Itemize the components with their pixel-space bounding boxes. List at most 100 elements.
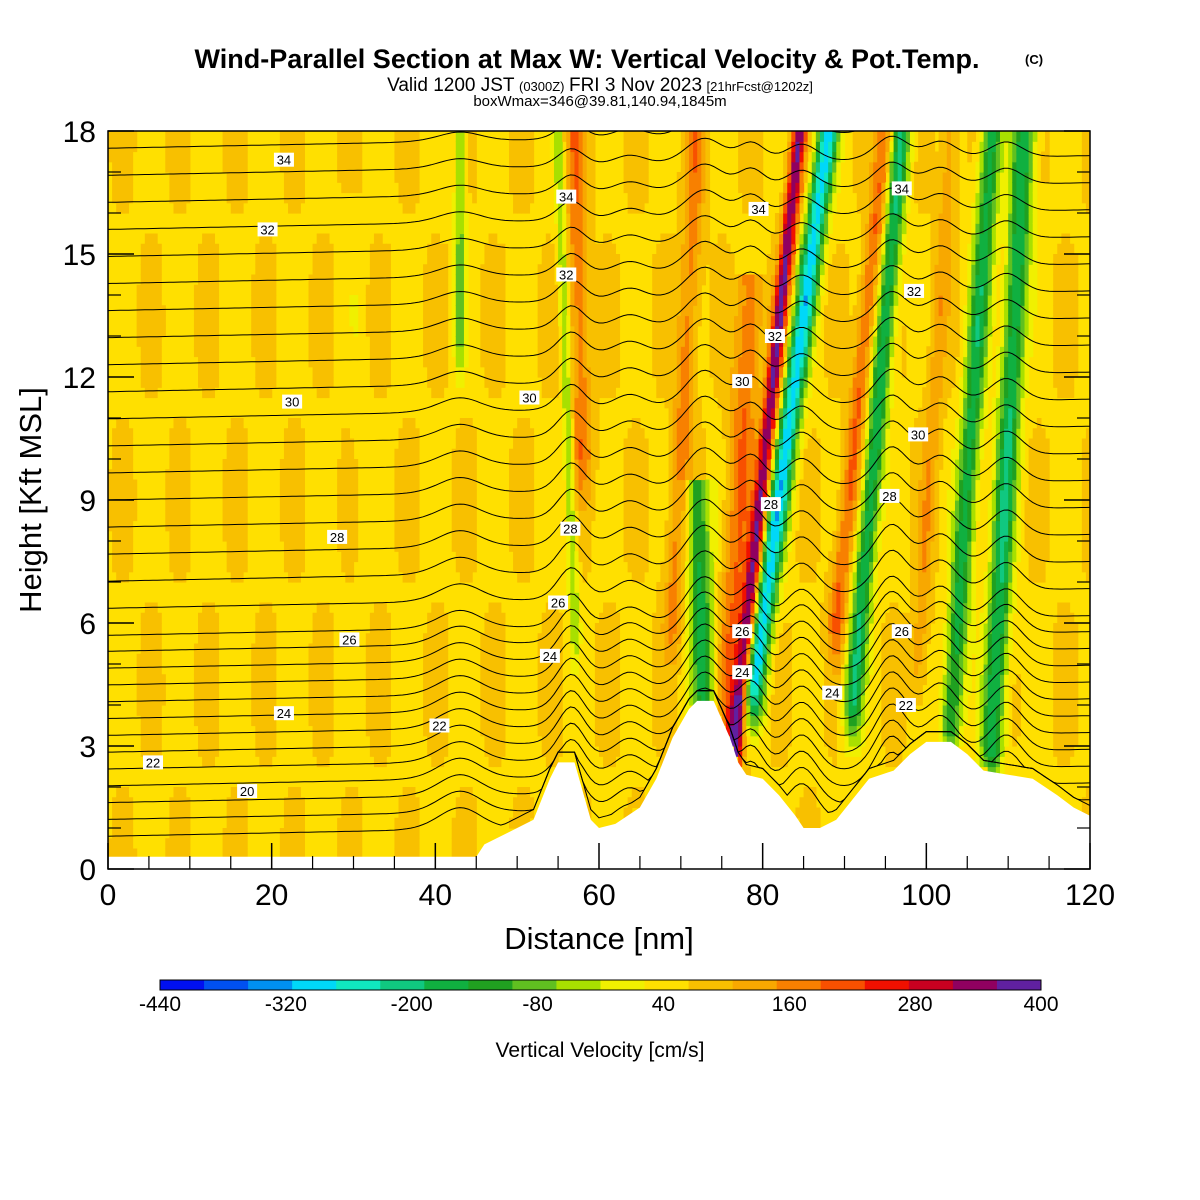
velocity-cell <box>386 254 391 265</box>
velocity-cell <box>754 510 760 522</box>
velocity-cell <box>553 715 559 727</box>
velocity-cell <box>193 653 199 665</box>
velocity-cell <box>594 459 600 470</box>
velocity-cell <box>255 746 260 757</box>
velocity-cell <box>582 325 588 337</box>
velocity-cell <box>468 520 473 532</box>
velocity-cell <box>672 264 678 276</box>
velocity-cell <box>484 612 490 624</box>
velocity-cell <box>365 705 371 716</box>
velocity-cell <box>271 243 277 255</box>
velocity-cell <box>582 407 588 419</box>
velocity-cell <box>525 469 531 481</box>
velocity-cell <box>349 848 355 860</box>
velocity-cell <box>357 161 363 173</box>
velocity-cell <box>611 254 616 265</box>
velocity-cell <box>521 530 526 542</box>
velocity-cell <box>697 213 702 224</box>
velocity-cell <box>721 336 727 347</box>
velocity-cell <box>210 602 215 614</box>
velocity-cell <box>766 653 772 665</box>
velocity-cell <box>676 489 682 501</box>
velocity-cell <box>320 305 326 317</box>
velocity-cell <box>607 694 612 706</box>
velocity-cell <box>263 305 269 317</box>
velocity-cell <box>243 459 248 470</box>
velocity-cell <box>586 397 592 409</box>
velocity-cell <box>779 377 784 388</box>
velocity-cell <box>742 746 747 757</box>
velocity-cell <box>574 438 580 450</box>
velocity-cell <box>762 459 768 470</box>
velocity-cell <box>402 438 408 450</box>
velocity-cell <box>734 510 739 522</box>
velocity-cell <box>402 489 408 501</box>
velocity-cell <box>684 418 690 429</box>
velocity-cell <box>349 172 355 183</box>
velocity-cell <box>582 243 588 255</box>
velocity-cell <box>128 797 134 809</box>
velocity-cell <box>525 202 531 214</box>
velocity-cell <box>406 192 412 204</box>
velocity-cell <box>721 684 727 696</box>
velocity-cell <box>623 172 629 183</box>
velocity-cell <box>439 284 445 296</box>
velocity-cell <box>459 192 465 204</box>
velocity-cell <box>725 664 731 675</box>
velocity-cell <box>521 520 526 532</box>
velocity-cell <box>259 643 265 655</box>
velocity-cell <box>263 684 269 696</box>
velocity-cell <box>615 653 621 665</box>
velocity-cell <box>300 448 305 460</box>
velocity-cell <box>144 336 150 347</box>
velocity-cell <box>124 418 130 429</box>
velocity-cell <box>369 325 375 337</box>
velocity-cell <box>717 274 723 286</box>
velocity-cell <box>173 541 179 552</box>
velocity-cell <box>607 387 612 399</box>
velocity-cell <box>774 295 780 306</box>
velocity-cell <box>668 551 674 563</box>
velocity-cell <box>578 623 584 634</box>
velocity-cell <box>210 756 215 768</box>
velocity-cell <box>742 315 747 327</box>
velocity-cell <box>484 284 490 296</box>
velocity-cell <box>373 633 379 645</box>
velocity-cell <box>455 172 461 183</box>
velocity-cell <box>660 284 666 296</box>
velocity-cell <box>721 653 727 665</box>
velocity-cell <box>222 161 228 173</box>
velocity-cell <box>766 448 772 460</box>
velocity-cell <box>165 131 170 142</box>
velocity-cell <box>783 377 788 388</box>
velocity-cell <box>693 254 698 265</box>
velocity-cell <box>574 202 580 214</box>
velocity-cell <box>238 561 244 573</box>
velocity-cell <box>586 233 592 245</box>
velocity-cell <box>431 295 436 306</box>
velocity-cell <box>443 705 449 716</box>
velocity-cell <box>308 674 314 686</box>
velocity-cell <box>672 397 678 409</box>
velocity-cell <box>267 664 273 675</box>
velocity-cell <box>382 705 387 716</box>
velocity-cell <box>288 428 293 440</box>
velocity-cell <box>263 633 269 645</box>
velocity-cell <box>300 848 305 860</box>
velocity-cell <box>349 520 355 532</box>
velocity-cell <box>357 828 363 839</box>
velocity-cell <box>308 325 314 337</box>
velocity-cell <box>529 797 535 809</box>
velocity-cell <box>758 459 764 470</box>
velocity-cell <box>496 264 502 276</box>
velocity-cell <box>169 551 175 563</box>
velocity-cell <box>496 346 502 358</box>
velocity-cell <box>357 807 363 819</box>
velocity-cell <box>721 356 727 368</box>
velocity-cell <box>463 571 469 583</box>
velocity-cell <box>787 254 792 265</box>
velocity-cell <box>120 418 125 429</box>
velocity-cell <box>472 438 477 450</box>
velocity-cell <box>791 346 796 358</box>
velocity-cell <box>210 633 215 645</box>
